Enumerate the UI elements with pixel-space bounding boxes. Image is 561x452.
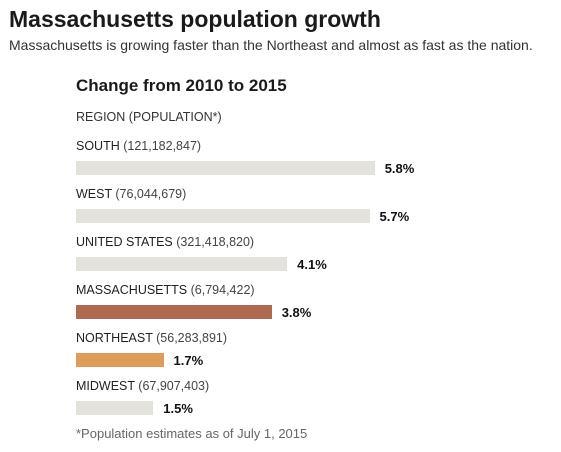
row-label-midwest: MIDWEST (67,907,403) [76, 379, 209, 393]
category-name: MASSACHUSETTS [76, 283, 188, 297]
footnote: *Population estimates as of July 1, 2015 [76, 426, 308, 441]
category-name: SOUTH [76, 139, 120, 153]
category-population: (6,794,422) [190, 283, 255, 297]
chart-heading: Change from 2010 to 2015 [76, 76, 287, 95]
value-label-massachusetts: 3.8% [281, 305, 312, 320]
row-label-south: SOUTH (121,182,847) [76, 139, 201, 153]
bar-united-states [76, 257, 288, 271]
value-label-west: 5.7% [379, 209, 410, 224]
category-population: (67,907,403) [138, 379, 210, 393]
region-column-header: REGION (POPULATION*) [76, 110, 222, 124]
category-population: (76,044,679) [115, 187, 187, 201]
chart-subtitle: Massachusetts is growing faster than the… [9, 37, 533, 53]
category-name: UNITED STATES [76, 235, 173, 249]
bar-midwest [76, 401, 154, 415]
value-label-united-states: 4.1% [297, 257, 327, 272]
value-label-midwest: 1.5% [163, 401, 193, 416]
category-population: (121,182,847) [123, 139, 202, 153]
bar-south [76, 161, 375, 175]
chart-title: Massachusetts population growth [9, 6, 381, 32]
category-population: (321,418,820) [176, 235, 255, 249]
value-label-northeast: 1.7% [173, 353, 204, 368]
row-label-northeast: NORTHEAST (56,283,891) [76, 331, 227, 345]
bar-west [76, 209, 370, 223]
category-name: MIDWEST [76, 379, 135, 393]
row-label-west: WEST (76,044,679) [76, 187, 186, 201]
row-label-massachusetts: MASSACHUSETTS (6,794,422) [76, 283, 255, 297]
bar-massachusetts [76, 305, 272, 319]
category-name: WEST [76, 187, 112, 201]
bar-northeast [76, 353, 164, 367]
category-population: (56,283,891) [156, 331, 228, 345]
value-label-south: 5.8% [384, 161, 415, 176]
category-name: NORTHEAST [76, 331, 153, 345]
row-label-united-states: UNITED STATES (321,418,820) [76, 235, 254, 249]
